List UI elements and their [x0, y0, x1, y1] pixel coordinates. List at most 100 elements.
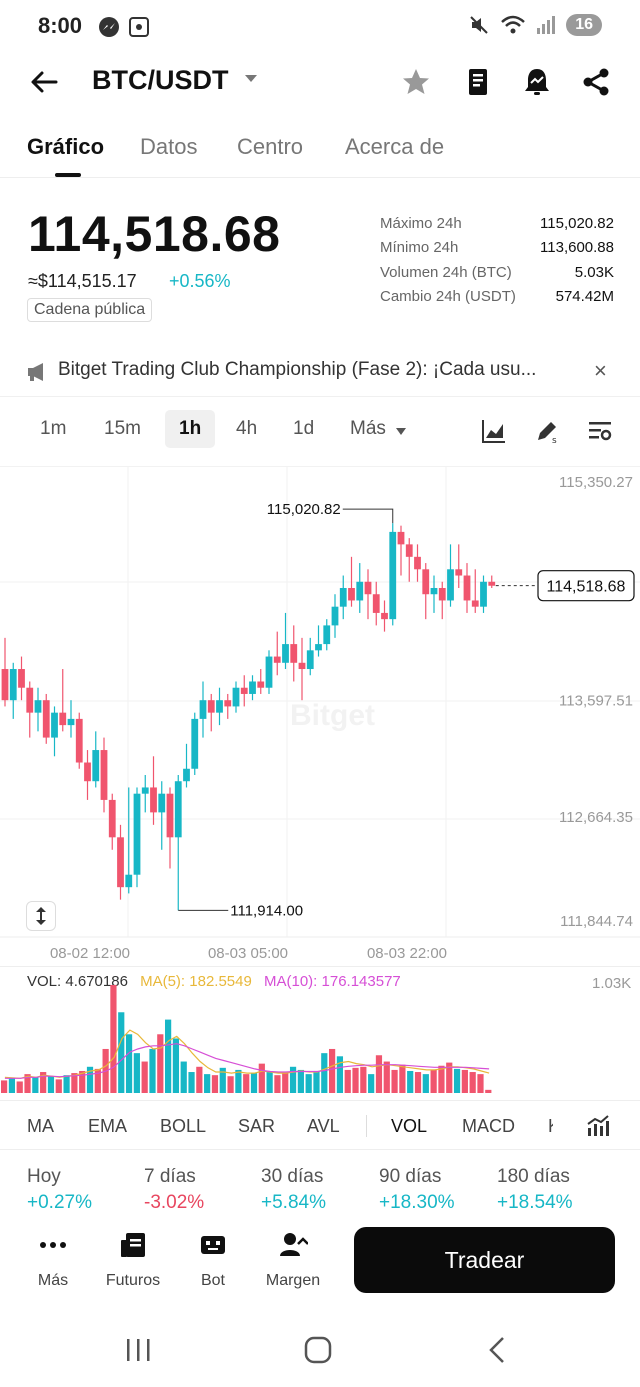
volume-bar	[227, 1076, 234, 1093]
interval-1d[interactable]: 1d	[293, 418, 315, 439]
ind-vol[interactable]: VOL	[391, 1116, 428, 1136]
candle-body	[331, 606, 339, 626]
perf-label: 90 días	[379, 1166, 442, 1187]
ind-sar[interactable]: SAR	[238, 1116, 276, 1136]
interval-15m[interactable]: 15m	[104, 418, 141, 439]
perf-value: +18.54%	[497, 1192, 573, 1213]
chart-svg[interactable]: 115,350.27 113,597.51 112,664.35 111,844.74…	[0, 467, 640, 967]
alert-bell-icon[interactable]	[521, 66, 553, 98]
perf-today: Hoy +0.27%	[27, 1166, 92, 1214]
tab-acerca-de[interactable]: Acerca de	[345, 134, 445, 159]
candle-body	[290, 644, 298, 663]
candle	[315, 625, 322, 657]
ind-macd[interactable]: MACD	[462, 1116, 515, 1136]
interval-1m[interactable]: 1m	[40, 418, 67, 439]
bottom-action-bar: Más Futuros Bot Margen Tradear	[0, 1224, 640, 1300]
ind-boll[interactable]: BOLL	[160, 1116, 207, 1136]
volume-bar	[196, 1066, 203, 1093]
candle-body	[422, 569, 430, 595]
star-icon[interactable]	[400, 66, 432, 98]
wifi-icon	[501, 15, 526, 34]
candle	[1, 637, 9, 707]
more-button[interactable]: Más	[13, 1230, 93, 1290]
volume-bar	[446, 1062, 453, 1093]
x-axis: 08-02 12:00 08-03 05:00 08-03 22:00	[50, 945, 447, 962]
indicator-settings-icon[interactable]	[586, 1114, 610, 1138]
trade-button[interactable]: Tradear	[354, 1227, 615, 1293]
tab-datos[interactable]: Datos	[140, 134, 198, 159]
notebook-icon[interactable]	[462, 66, 494, 98]
header: BTC/USDT	[0, 52, 640, 112]
candle-body	[75, 718, 83, 763]
status-bar: 8:00 16	[0, 0, 640, 52]
candlestick-chart[interactable]: 115,350.27 113,597.51 112,664.35 111,844.74…	[0, 466, 640, 966]
public-chain-badge[interactable]: Cadena pública	[27, 298, 153, 322]
volume-bar	[422, 1074, 429, 1093]
volume-bar	[266, 1072, 273, 1093]
margin-button[interactable]: Margen	[253, 1230, 333, 1290]
volume-bar	[258, 1063, 265, 1093]
volume-bar	[243, 1074, 250, 1093]
volume-bar	[133, 1053, 140, 1093]
volume-bar	[313, 1070, 320, 1093]
volume-bar	[165, 1019, 172, 1093]
interval-1h[interactable]: 1h	[165, 410, 216, 448]
y-tick-label: 111,844.74	[560, 913, 633, 930]
volume-bar	[1, 1080, 8, 1093]
volume-bar	[391, 1069, 398, 1093]
candle-body	[174, 781, 182, 838]
x-tick-label: 08-03 05:00	[208, 945, 288, 962]
price-markers: 115,020.82 111,914.00 114,518.68	[178, 501, 635, 919]
candle-body	[282, 644, 289, 663]
performance-row: Hoy +0.27% 7 días -3.02% 30 días +5.84% 90 …	[0, 1160, 640, 1220]
tab-grafico[interactable]: Gráfico	[27, 134, 105, 159]
futures-button[interactable]: Futuros	[93, 1230, 173, 1290]
candle	[488, 575, 496, 588]
futures-icon	[121, 1233, 145, 1257]
back-arrow-icon[interactable]	[28, 66, 60, 98]
caret-down-icon[interactable]	[244, 74, 258, 84]
ind-more[interactable]: K	[548, 1116, 553, 1137]
candle-body	[84, 762, 91, 782]
perf-value: +0.27%	[27, 1192, 92, 1213]
indicator-tabs: MA EMA BOLL SAR AVL VOL MACD K	[0, 1100, 640, 1150]
svg-text:s: s	[552, 436, 557, 444]
candle-body	[455, 569, 463, 576]
candle-body	[67, 718, 75, 726]
expand-chart-button[interactable]	[26, 901, 56, 931]
candle-body	[471, 600, 479, 607]
volume-bar	[8, 1078, 16, 1093]
ind-avl[interactable]: AVL	[307, 1116, 340, 1136]
home-icon[interactable]	[298, 1330, 338, 1370]
candle	[405, 538, 413, 582]
current-price-box	[537, 570, 635, 602]
ind-ema[interactable]: EMA	[88, 1116, 128, 1136]
recent-apps-icon[interactable]	[118, 1330, 158, 1370]
candle-body	[488, 581, 496, 586]
stat-value: 5.03K	[574, 263, 614, 281]
caret-down-icon[interactable]	[396, 428, 406, 436]
usd-price: ≈$114,515.17	[28, 271, 137, 291]
chart-type-icon[interactable]	[481, 418, 507, 444]
share-icon[interactable]	[580, 66, 612, 98]
tab-centro[interactable]: Centro	[237, 134, 304, 159]
back-nav-icon[interactable]	[477, 1330, 517, 1370]
interval-4h[interactable]: 4h	[236, 418, 258, 439]
more-label: Más	[37, 1272, 69, 1289]
close-icon[interactable]: ×	[594, 358, 607, 383]
chart-settings-icon[interactable]	[587, 418, 613, 444]
status-time: 8:00	[38, 13, 83, 38]
candle	[438, 581, 446, 620]
interval-more[interactable]: Más	[350, 418, 386, 439]
candle	[331, 594, 339, 638]
draw-tool-icon[interactable]: s	[534, 418, 560, 444]
bot-button[interactable]: Bot	[173, 1230, 253, 1290]
perf-label: 30 días	[261, 1166, 324, 1187]
pair-title[interactable]: BTC/USDT	[92, 65, 229, 95]
ind-ma[interactable]: MA	[27, 1116, 54, 1136]
candle-body	[348, 587, 355, 601]
announcement-banner[interactable]: Bitget Trading Club Championship (Fase 2…	[0, 345, 640, 397]
vol-value: VOL: 4.670186	[27, 973, 128, 990]
candle	[125, 787, 133, 894]
candle	[224, 693, 232, 719]
